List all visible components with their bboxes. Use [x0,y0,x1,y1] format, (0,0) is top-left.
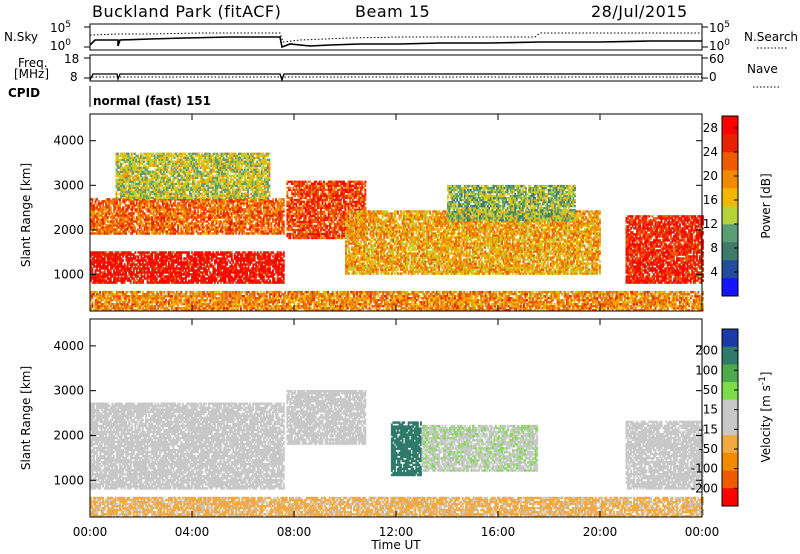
velocity-region [90,497,704,518]
y-tick-label: 4000 [53,339,84,353]
nsky-line [90,37,702,47]
colorbar-tick-label: 8 [710,241,718,255]
power-region [116,153,271,199]
velocity-ylabel: Slant Range [km] [19,366,33,470]
colorbar-tick-label: 50 [703,383,718,397]
x-axis-label: Time UT [370,538,421,552]
colorbar-swatch [722,116,738,134]
colorbar-tick-label: 20 [703,169,718,183]
colorbar-swatch [722,134,738,152]
power-region [90,291,704,312]
colorbar-tick-label: -200 [691,481,718,495]
nsky-panel [84,24,787,50]
colorbar-swatch [722,206,738,224]
colorbar-swatch [722,188,738,206]
x-tick-label: 12:00 [379,525,414,539]
velocity-colorbar-label: Velocity [m s-1] [758,372,773,463]
colorbar-tick-label: 12 [703,217,718,231]
velocity-region [286,390,366,445]
colorbar-swatch [722,418,738,436]
velocity-region [391,421,422,476]
colorbar-tick-label: 28 [703,121,718,135]
power-region [90,198,285,235]
freq-panel [84,55,781,87]
y-tick-label: 3000 [53,384,84,398]
colorbar-swatch [722,278,738,296]
colorbar-swatch [722,347,738,365]
velocity-region [626,421,704,490]
colorbar-tick-label: 200 [695,344,718,358]
x-tick-label: 00:00 [73,525,108,539]
colorbar-swatch [722,488,738,506]
power-colorbar-label: Power [dB] [759,173,773,238]
colorbar-swatch [722,152,738,170]
colorbar-swatch [722,471,738,489]
power-heatmap-panel: 1000 2000 3000 4000 [53,114,703,311]
colorbar-swatch [722,170,738,188]
y-tick-label: 4000 [53,134,84,148]
colorbar-tick-label: 15 [703,403,718,417]
x-tick-label: 20:00 [583,525,618,539]
y-tick-label: 1000 [53,473,84,487]
colorbar-swatch [722,242,738,260]
power-ylabel: Slant Range [km] [19,163,33,267]
colorbar-tick-label: -100 [691,462,718,476]
velocity-region [422,425,539,472]
y-tick-label: 2000 [53,428,84,442]
colorbar-tick-label: 100 [695,363,718,377]
y-tick-label: 3000 [53,178,84,192]
colorbar-tick-label: -50 [698,442,718,456]
colorbar-swatch [722,260,738,278]
colorbar-tick-label: 4 [710,265,718,279]
colorbar-swatch [722,435,738,453]
colorbar-tick-label: 16 [703,193,718,207]
colorbar-swatch [722,224,738,242]
colorbar-swatch [722,364,738,382]
velocity-region [90,403,285,490]
y-tick-label: 2000 [53,223,84,237]
colorbar-swatch [722,382,738,400]
colorbar-swatch [722,329,738,347]
velocity-heatmap-panel: 1000 2000 3000 4000 00:00 04:00 08:00 12:00 16:… [53,319,719,539]
velocity-colorbar: 200 100 50 15 -15 -50 -100 -200 [691,329,738,506]
x-tick-label: 00:00 [685,525,720,539]
x-tick-label: 16:00 [481,525,516,539]
x-tick-label: 08:00 [277,525,312,539]
x-tick-label: 04:00 [175,525,210,539]
power-region [626,215,704,284]
power-colorbar: 4 8 12 16 20 24 28 [703,116,738,296]
power-region [90,251,285,283]
colorbar-swatch [722,400,738,418]
colorbar-tick-label: -15 [698,422,718,436]
colorbar-tick-label: 24 [703,145,718,159]
y-tick-label: 1000 [53,267,84,281]
